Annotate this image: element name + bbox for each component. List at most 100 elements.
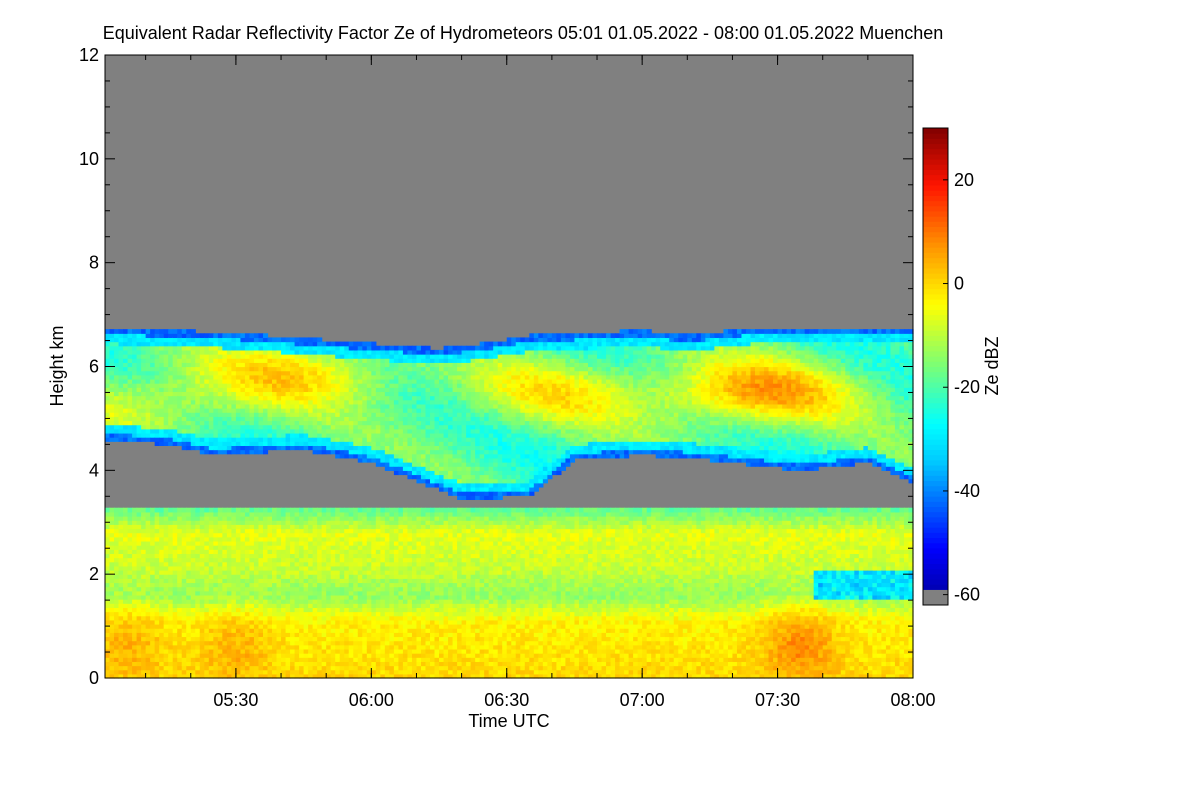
heatmap-cell — [258, 607, 264, 613]
heatmap-cell — [290, 615, 296, 621]
heatmap-cell — [208, 640, 214, 646]
heatmap-cell — [416, 553, 422, 559]
heatmap-cell — [132, 412, 138, 417]
heatmap-cell — [190, 615, 196, 621]
heatmap-cell — [357, 553, 363, 559]
heatmap-cell — [402, 545, 409, 550]
heatmap-cell — [398, 661, 404, 667]
heatmap-cell — [109, 545, 115, 550]
heatmap-cell — [253, 619, 260, 625]
heatmap-cell — [204, 416, 210, 422]
heatmap-cell — [163, 653, 169, 658]
heatmap-cell — [114, 628, 120, 633]
heatmap-cell — [213, 636, 219, 642]
heatmap-cell — [380, 594, 386, 600]
heatmap-cell — [330, 354, 336, 359]
heatmap-cell — [425, 478, 431, 484]
heatmap-cell — [186, 395, 192, 401]
heatmap-cell — [389, 441, 395, 447]
heatmap-cell — [348, 619, 354, 625]
heatmap-cell — [312, 520, 318, 525]
heatmap-cell — [425, 408, 431, 413]
heatmap-cell — [344, 366, 350, 372]
heatmap-cell — [258, 640, 264, 646]
heatmap-cell — [168, 611, 174, 617]
heatmap-cell — [199, 632, 205, 638]
heatmap-cell — [420, 590, 427, 596]
heatmap-cell — [362, 453, 368, 459]
heatmap-cell — [114, 578, 120, 584]
heatmap-cell — [240, 333, 246, 339]
heatmap-cell — [123, 628, 129, 633]
heatmap-cell — [357, 673, 363, 679]
heatmap-cell — [353, 545, 359, 550]
heatmap-cell — [398, 603, 404, 608]
heatmap-cell — [141, 590, 147, 596]
heatmap-cell — [420, 366, 427, 372]
heatmap-cell — [294, 520, 300, 525]
heatmap-cell — [411, 640, 418, 646]
heatmap-cell — [145, 648, 151, 654]
heatmap-cell — [294, 673, 300, 679]
heatmap-cell — [172, 333, 178, 339]
heatmap-cell — [118, 333, 124, 339]
heatmap-cell — [132, 524, 138, 530]
heatmap-cell — [326, 432, 332, 438]
heatmap-cell — [181, 345, 187, 351]
heatmap-cell — [317, 358, 323, 363]
heatmap-cell — [208, 403, 214, 409]
heatmap-cell — [136, 615, 142, 621]
heatmap-cell — [344, 449, 350, 455]
heatmap-cell — [249, 354, 255, 359]
heatmap-cell — [253, 669, 260, 675]
heatmap-cell — [326, 615, 332, 621]
heatmap-cell — [136, 582, 142, 588]
heatmap-cell — [384, 378, 390, 384]
heatmap-cell — [217, 387, 223, 393]
heatmap-cell — [330, 582, 336, 588]
heatmap-cell — [294, 391, 300, 397]
heatmap-cell — [231, 387, 237, 393]
heatmap-cell — [407, 387, 413, 393]
heatmap-cell — [348, 578, 354, 584]
heatmap-cell — [371, 636, 377, 642]
heatmap-cell — [281, 590, 287, 596]
heatmap-cell — [303, 420, 309, 426]
heatmap-cell — [344, 644, 350, 650]
heatmap-cell — [326, 383, 332, 388]
heatmap-cell — [172, 590, 178, 596]
heatmap-cell — [154, 345, 160, 351]
heatmap-cell — [312, 441, 318, 447]
heatmap-cell — [330, 619, 336, 625]
heatmap-cell — [204, 449, 210, 455]
heatmap-cell — [398, 428, 404, 434]
heatmap-cell — [321, 432, 327, 438]
heatmap-cell — [159, 520, 165, 525]
heatmap-cell — [235, 445, 242, 451]
heatmap-cell — [308, 586, 314, 592]
heatmap-cell — [339, 648, 345, 654]
heatmap-cell — [285, 516, 291, 521]
heatmap-cell — [249, 341, 255, 347]
heatmap-cell — [136, 358, 142, 363]
heatmap-cell — [208, 354, 214, 359]
heatmap-cell — [326, 536, 332, 542]
heatmap-cell — [118, 374, 124, 380]
heatmap-cell — [416, 420, 422, 426]
heatmap-cell — [195, 507, 201, 513]
heatmap-cell — [339, 540, 345, 546]
heatmap-cell — [398, 574, 404, 579]
heatmap-cell — [425, 453, 431, 459]
heatmap-cell — [190, 524, 196, 530]
heatmap-cell — [281, 528, 287, 534]
heatmap-cell — [235, 561, 242, 567]
heatmap-cell — [249, 640, 255, 646]
heatmap-cell — [226, 408, 232, 413]
heatmap-cell — [362, 432, 368, 438]
heatmap-cell — [213, 420, 219, 426]
heatmap-cell — [321, 540, 327, 546]
heatmap-cell — [321, 528, 327, 534]
heatmap-cell — [132, 586, 138, 592]
heatmap-cell — [222, 520, 228, 525]
heatmap-cell — [281, 345, 287, 351]
